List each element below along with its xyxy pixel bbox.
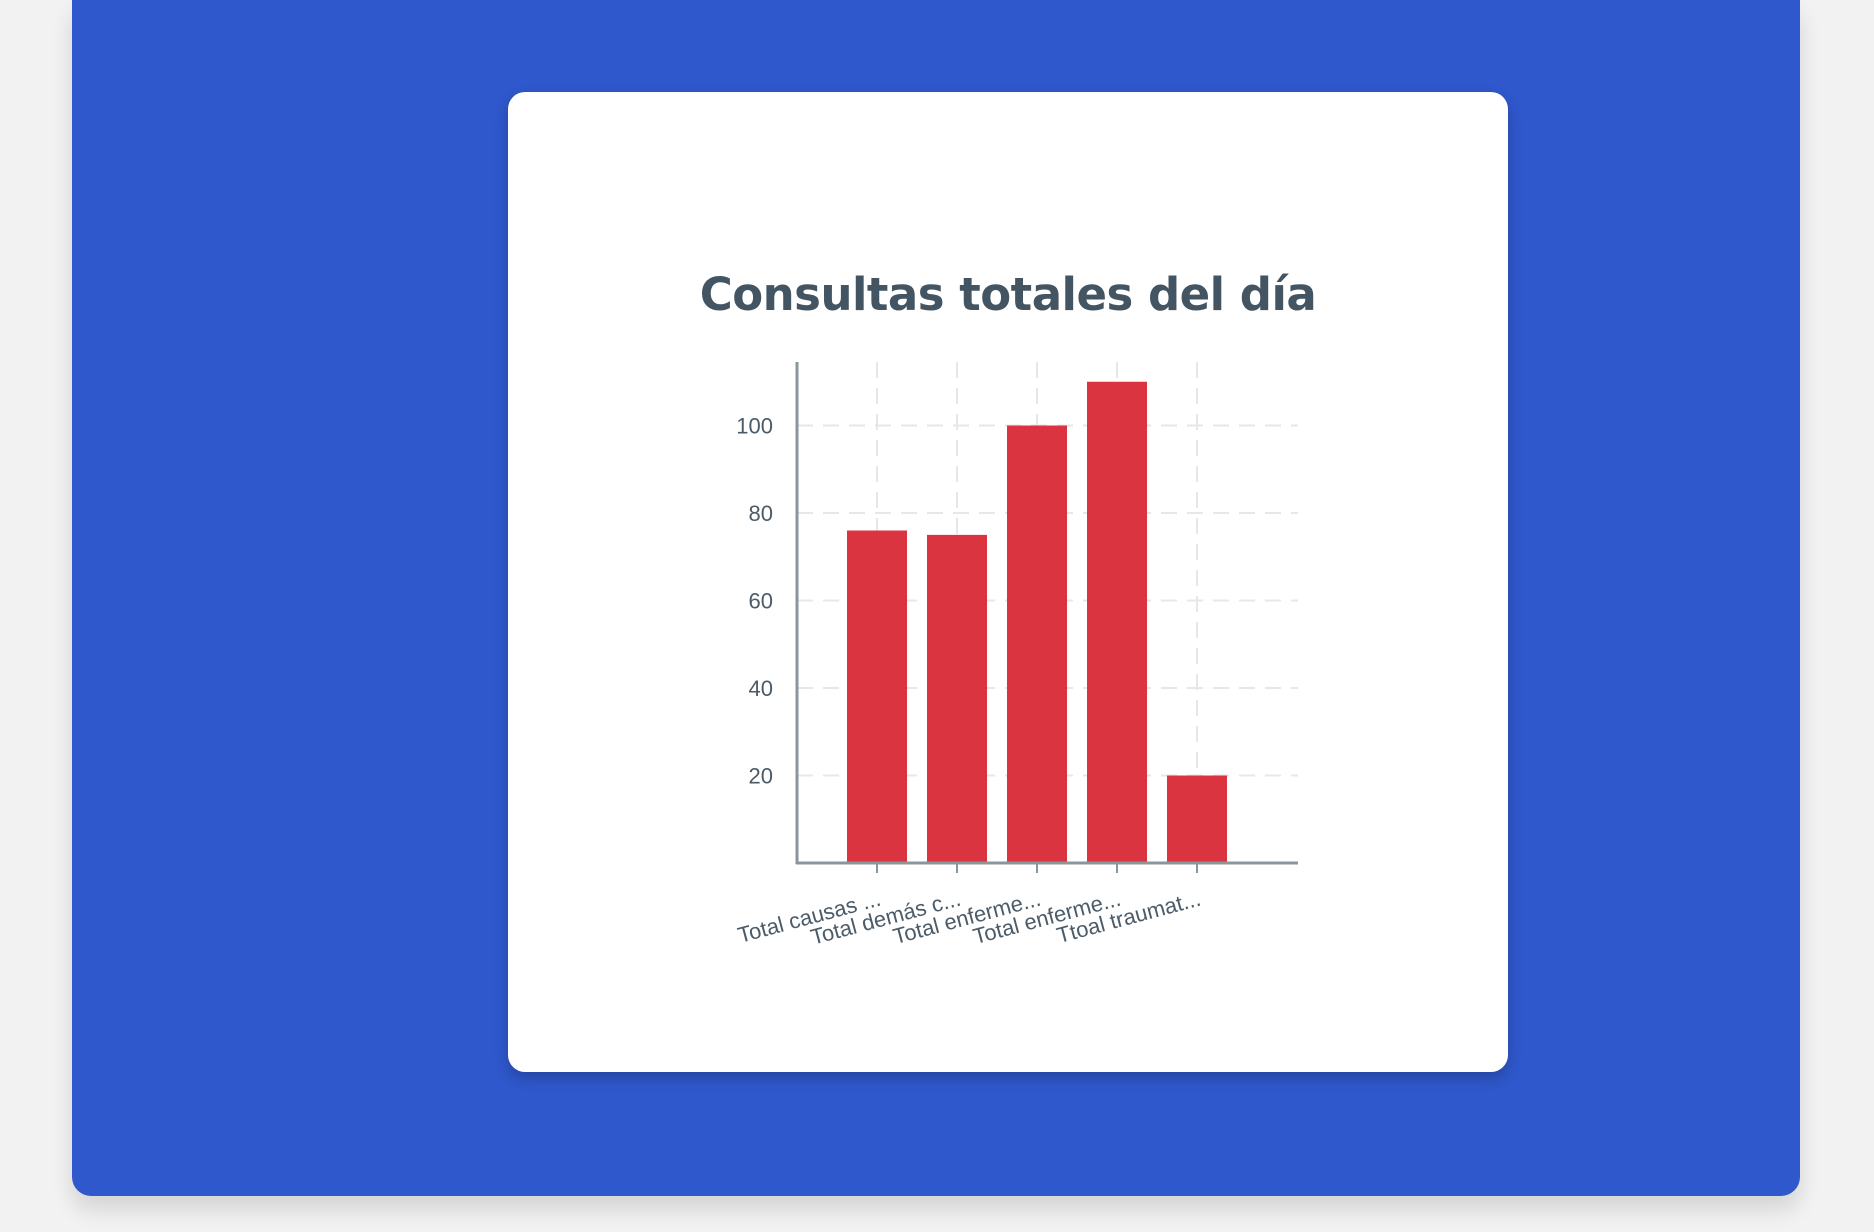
y-tick-label: 40: [749, 676, 773, 701]
axes: [795, 362, 1298, 873]
y-tick-label: 20: [749, 764, 773, 789]
y-tick-label: 100: [736, 414, 773, 439]
bar: [847, 530, 907, 863]
chart-card: Consultas totales del día 20 40 60 80 100 Tot…: [508, 92, 1508, 1072]
dashboard-panel: Consultas totales del día 20 40 60 80 100 Tot…: [72, 0, 1800, 1196]
y-tick-label: 80: [749, 501, 773, 526]
bar: [1087, 381, 1147, 863]
bar: [1167, 775, 1227, 863]
chart-title: Consultas totales del día: [699, 268, 1317, 321]
bar: [1007, 425, 1067, 863]
bars: [847, 381, 1227, 863]
y-tick-label: 60: [749, 589, 773, 614]
bar: [927, 534, 987, 863]
